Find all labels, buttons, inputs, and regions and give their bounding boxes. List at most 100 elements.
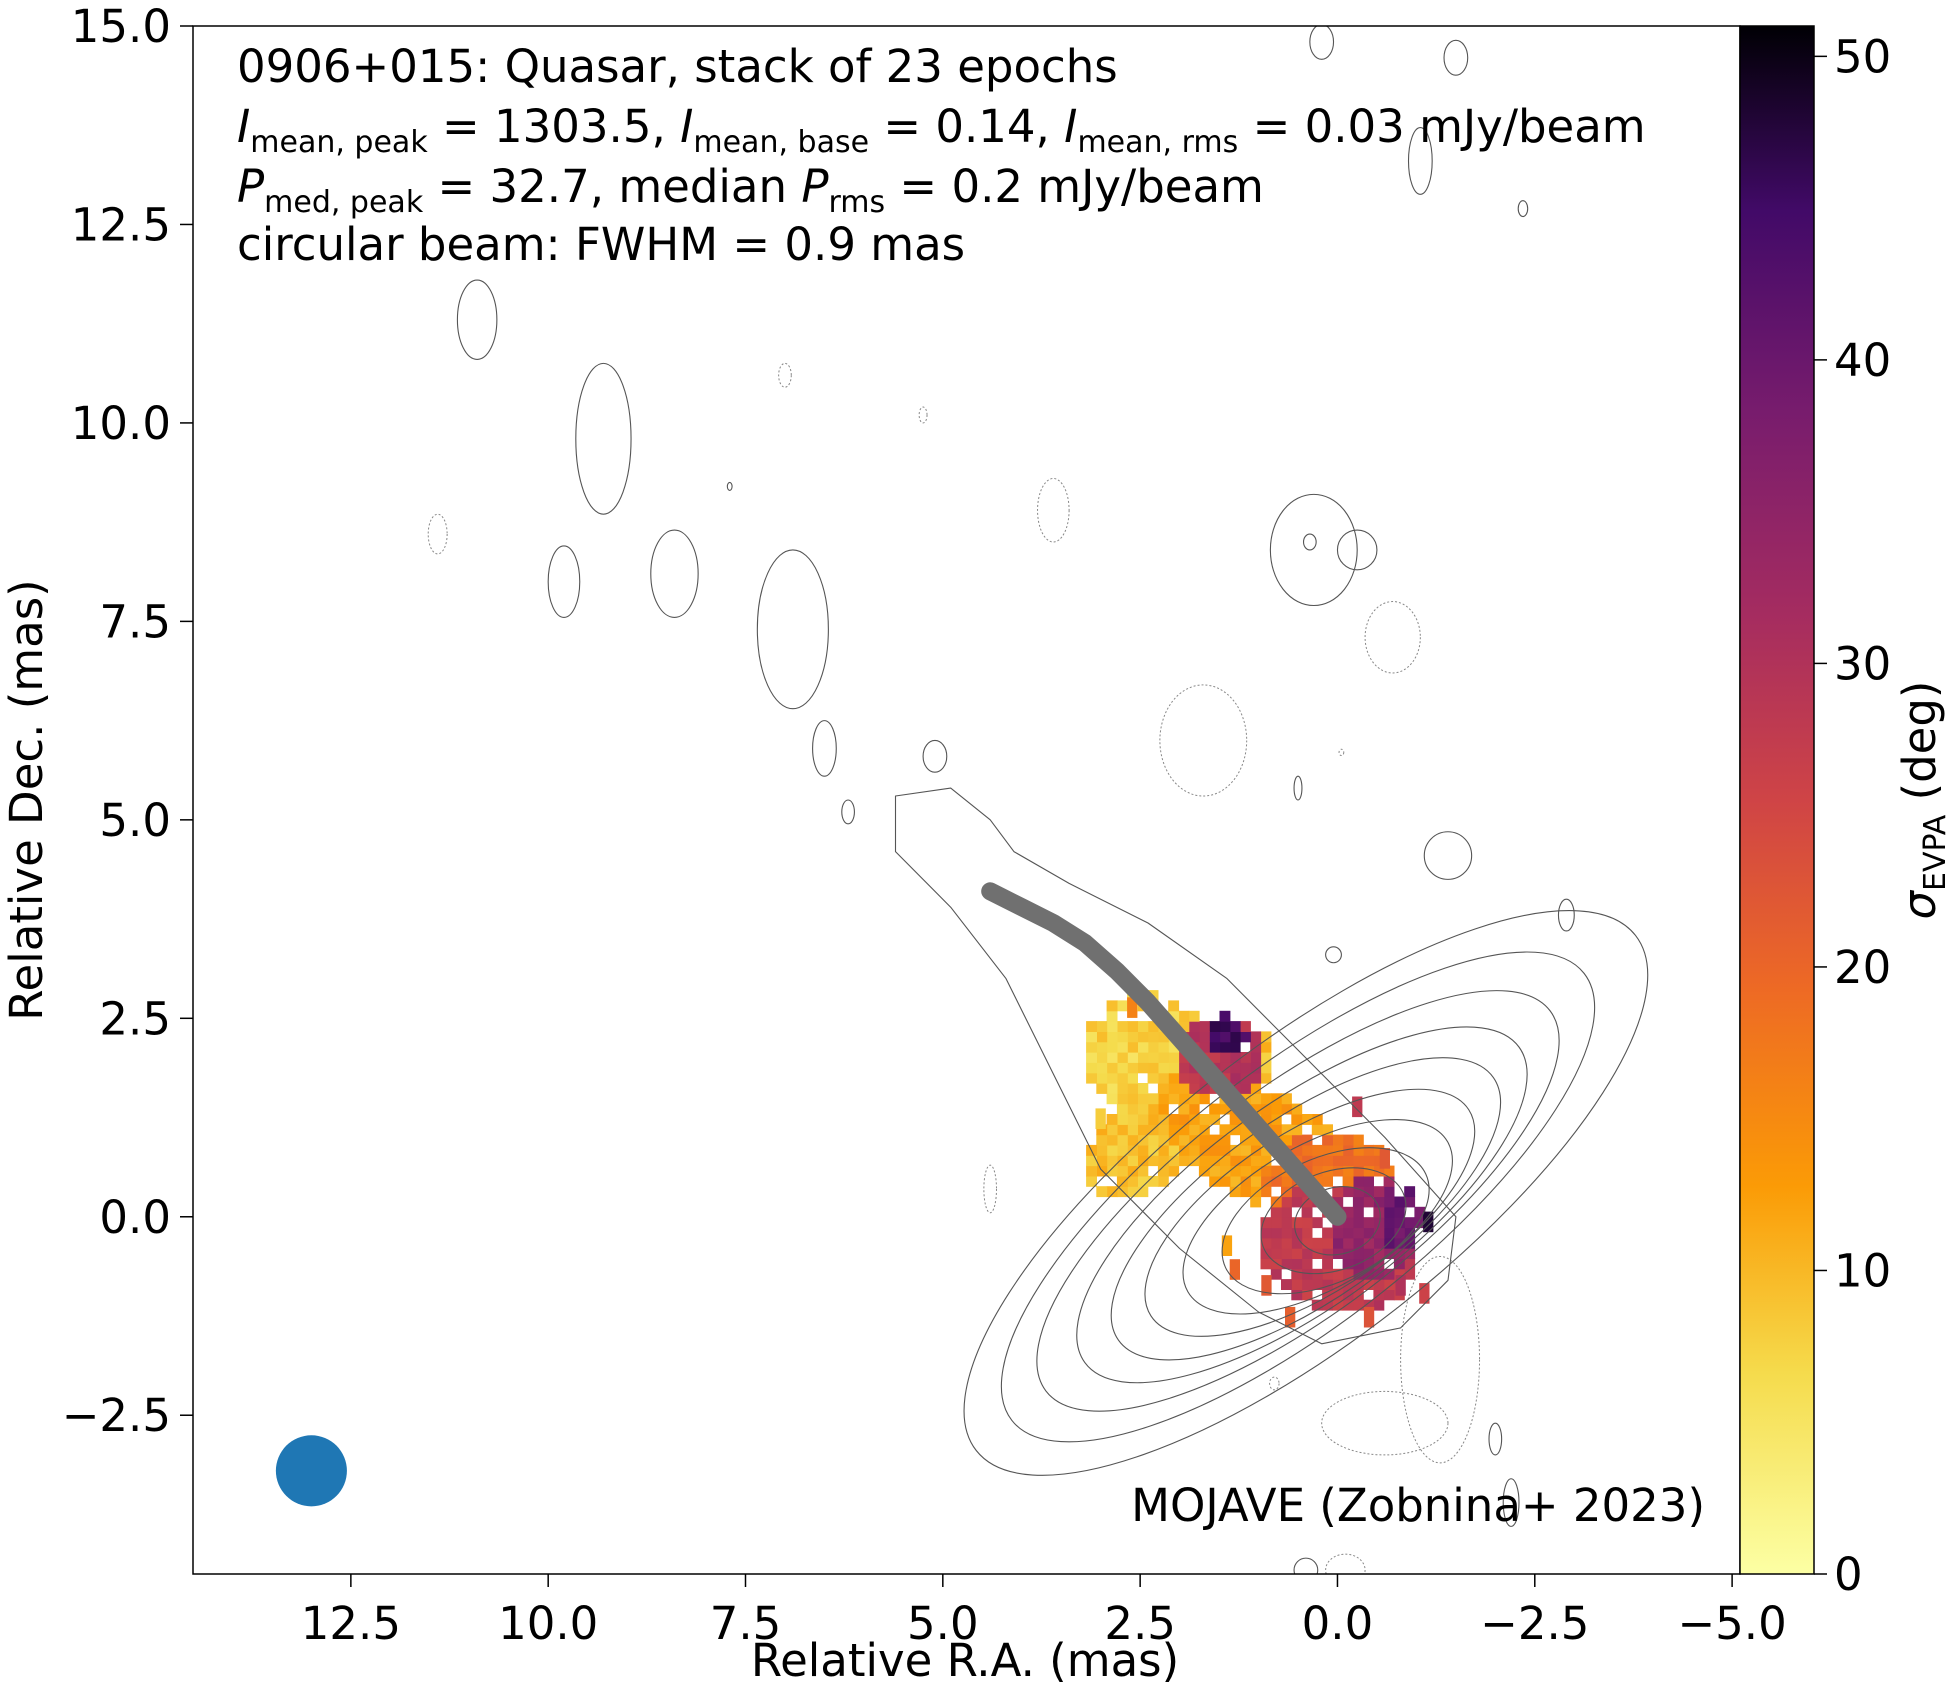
evpa-pixel [1322,1155,1333,1167]
evpa-pixel [1219,1052,1231,1063]
evpa-pixel [1404,1217,1416,1229]
evpa-pixel [1188,1083,1200,1094]
negative-contour [1269,1376,1280,1391]
evpa-pixel [1137,1155,1149,1167]
intensity-contour-island [575,362,632,515]
evpa-pixel [1147,1072,1159,1084]
evpa-pixel [1342,1299,1354,1311]
evpa-pixel [1209,1155,1221,1167]
evpa-pixel [1188,1103,1200,1115]
evpa-pixel [1157,1041,1169,1053]
evpa-pixel [1116,1072,1128,1084]
evpa-pixel [1116,1000,1128,1012]
evpa-pixel [1147,1041,1159,1053]
evpa-pixel [1383,1175,1395,1187]
evpa-pixel [1229,1144,1241,1156]
evpa-pixel [1250,1052,1262,1063]
intensity-contour-island [1488,1422,1503,1456]
intensity-contour-island [922,739,948,773]
evpa-pixel [1291,1268,1303,1280]
evpa-pixel [1291,1114,1303,1125]
evpa-pixel [1250,1165,1262,1177]
evpa-pixel [1168,1083,1180,1094]
evpa-pixel [1219,1144,1231,1156]
evpa-pixel [1311,1217,1323,1229]
evpa-pixel [1086,1165,1097,1177]
evpa-pixel [1281,1248,1292,1259]
evpa-pixel [1352,1299,1364,1311]
evpa-pixel [1260,1155,1272,1167]
evpa-pixel [1147,1093,1159,1105]
evpa-pixel [1322,1248,1333,1259]
evpa-pixel [1096,1072,1108,1084]
evpa-pixel [1240,1165,1251,1177]
intensity-contour-island [1293,1557,1319,1574]
evpa-pixel [1332,1227,1344,1239]
evpa-pixel [1209,1052,1221,1063]
negative-contour [1338,748,1345,757]
evpa-pixel [1393,1248,1405,1259]
evpa-pixel [1404,1248,1416,1259]
evpa-pixel [1291,1258,1303,1270]
evpa-pixel [1342,1144,1354,1156]
evpa-pixel [1393,1196,1405,1208]
evpa-pixel [1342,1155,1354,1167]
evpa-pixel [1127,1083,1138,1094]
negative-contour [778,362,792,388]
evpa-pixel [1137,1134,1149,1146]
evpa-pixel [1301,1144,1313,1156]
evpa-pixel [1342,1165,1354,1177]
evpa-pixel [1116,1165,1128,1177]
evpa-pixel [1116,1031,1128,1043]
evpa-pixel [1137,1041,1149,1053]
evpa-pixel [1157,1165,1169,1177]
evpa-pixel [1188,1031,1200,1043]
info-text-part: P [801,160,829,213]
evpa-pixel [1291,1227,1303,1239]
evpa-pixel [1147,1103,1159,1115]
evpa-pixel [1137,1062,1149,1074]
evpa-pixel [1106,1186,1118,1198]
evpa-pixel [1116,1144,1128,1156]
evpa-pixel [1301,1268,1313,1280]
evpa-pixel [1127,1041,1138,1053]
evpa-pixel [1137,1186,1149,1198]
colorbar-tick-label: 30 [1834,637,1891,690]
evpa-pixel [1322,1258,1333,1270]
intensity-contour-island [1517,200,1529,218]
evpa-speckle [1229,1259,1240,1280]
evpa-pixel [1352,1134,1364,1146]
evpa-pixel [1270,1206,1282,1218]
info-line-1: 0906+015: Quasar, stack of 23 epochs [237,40,1118,93]
evpa-pixel [1147,1031,1159,1043]
intensity-contour-island [756,549,829,710]
evpa-pixel [1106,1031,1118,1043]
evpa-pixel [1373,1206,1385,1218]
evpa-pixel [1137,1083,1149,1094]
intensity-contour-island [1309,26,1335,60]
evpa-pixel [1147,1114,1159,1125]
evpa-pixel [1332,1248,1344,1259]
y-tick-label: 5.0 [99,794,171,847]
evpa-pixel [1250,1144,1262,1156]
evpa-pixel [1168,1134,1180,1146]
evpa-pixel [1301,1155,1313,1167]
evpa-pixel [1373,1217,1385,1229]
evpa-pixel [1106,1134,1118,1146]
evpa-pixel [1178,1083,1190,1094]
evpa-pixel [1270,1268,1282,1280]
evpa-pixel [1116,1103,1128,1115]
evpa-pixel [1322,1299,1333,1311]
evpa-pixel [1127,1175,1138,1187]
evpa-pixel [1096,1031,1108,1043]
evpa-pixel [1086,1072,1097,1084]
evpa-pixel [1219,1041,1231,1053]
evpa-pixel [1096,1041,1108,1053]
evpa-pixel [1086,1175,1097,1187]
intensity-contour-island [1407,127,1433,195]
evpa-pixel [1137,1052,1149,1063]
y-tick-label: 0.0 [99,1191,171,1244]
evpa-pixel [1373,1165,1385,1177]
info-text-part: I [237,100,250,153]
evpa-pixel [1106,1083,1118,1094]
